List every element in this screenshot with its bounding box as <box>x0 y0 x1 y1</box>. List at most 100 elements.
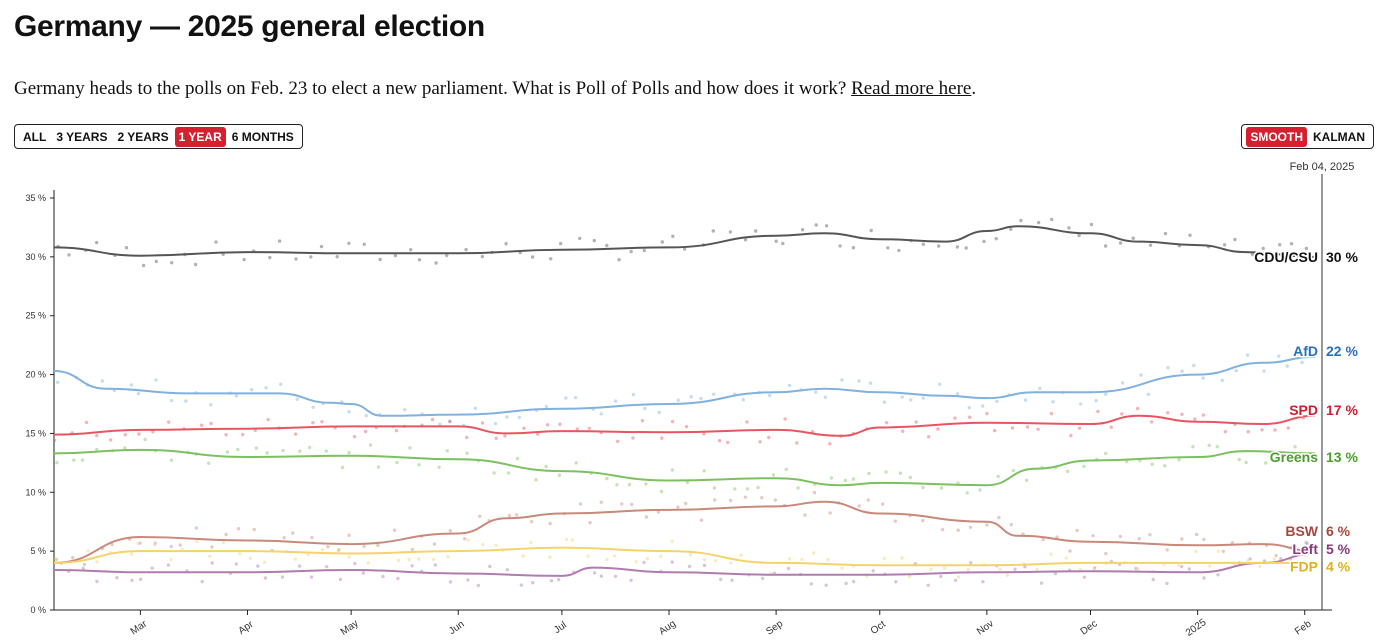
poll-dot <box>1201 376 1205 380</box>
page-subtitle: Germany heads to the polls on Feb. 23 to… <box>14 78 976 100</box>
poll-dot <box>378 257 382 262</box>
poll-dot <box>208 554 212 558</box>
poll-dot <box>768 393 772 398</box>
trend-line-left <box>53 552 1316 577</box>
poll-dot <box>238 552 242 556</box>
poll-dot <box>982 239 986 244</box>
series-label-spd: SPD <box>1289 402 1318 418</box>
x-tick-label: Feb <box>1293 618 1314 637</box>
poll-dot <box>599 412 603 416</box>
poll-dot <box>575 427 579 431</box>
poll-dot <box>796 486 800 490</box>
poll-dot <box>153 543 157 547</box>
poll-dot <box>964 246 968 250</box>
poll-dot <box>1262 369 1266 373</box>
poll-dot <box>1293 445 1297 449</box>
poll-dot <box>981 404 985 408</box>
read-more-link[interactable]: Read more here <box>851 78 972 99</box>
poll-dot <box>578 236 582 241</box>
poll-dot <box>940 527 945 532</box>
range-3-years-button[interactable]: 3 YEARS <box>56 129 108 144</box>
poll-dot <box>431 557 436 561</box>
poll-dot <box>1024 478 1029 482</box>
subtitle-end: . <box>971 78 977 99</box>
poll-dot <box>464 247 468 252</box>
poll-dot <box>1036 220 1041 225</box>
poll-dot <box>72 458 76 462</box>
poll-dot <box>169 398 174 403</box>
poll-dot <box>279 382 283 386</box>
poll-dot <box>605 476 609 481</box>
poll-dot <box>1180 412 1184 416</box>
poll-dot <box>670 539 674 543</box>
range-1-year-button[interactable]: 1 YEAR <box>174 126 226 147</box>
date-cursor: Feb 04, 2025 <box>1290 161 1354 610</box>
poll-dot <box>463 537 467 541</box>
poll-dot <box>676 505 680 509</box>
poll-dot <box>209 421 213 426</box>
poll-dot <box>153 541 157 545</box>
poll-dot <box>786 566 791 571</box>
poll-dot <box>324 449 328 453</box>
poll-dot <box>234 394 239 398</box>
poll-dot <box>129 383 134 387</box>
poll-dot <box>396 558 401 563</box>
range-selector: ALL 3 YEARS 2 YEARS 1 YEAR 6 MONTHS <box>14 124 303 149</box>
poll-dot <box>702 432 706 436</box>
poll-dot <box>1148 243 1153 247</box>
x-tick-label: Jul <box>552 620 569 636</box>
poll-dot <box>809 582 813 586</box>
series-label-greens: Greens <box>1270 449 1318 465</box>
poll-dot <box>953 416 957 420</box>
poll-dot <box>466 538 470 542</box>
poll-dot <box>702 563 707 568</box>
poll-dot <box>643 406 647 411</box>
y-tick-label: 30 % <box>25 252 46 262</box>
poll-dot <box>1233 237 1237 242</box>
poll-dot <box>438 422 442 426</box>
range-6-months-button[interactable]: 6 MONTHS <box>231 129 294 144</box>
poll-dot <box>1023 565 1027 569</box>
range-all-button[interactable]: ALL <box>23 129 47 144</box>
poll-dot <box>210 545 214 549</box>
poll-dot <box>1237 457 1241 462</box>
poll-dot <box>926 583 930 587</box>
poll-dot <box>403 408 407 412</box>
poll-dot <box>544 404 549 409</box>
poll-dot <box>894 580 898 584</box>
poll-dot <box>1011 468 1015 473</box>
poll-dot <box>529 540 533 544</box>
series-label-afd: AfD <box>1293 343 1318 359</box>
poll-dot <box>726 440 730 445</box>
poll-dot <box>1261 246 1265 251</box>
poll-dot <box>1245 353 1250 357</box>
poll-dot <box>1005 573 1010 577</box>
x-tick-label: 2025 <box>1184 617 1209 639</box>
poll-dot <box>559 241 563 246</box>
poll-dot <box>395 460 399 465</box>
poll-dot <box>1139 373 1143 377</box>
poll-dot <box>123 433 128 437</box>
poll-dot <box>52 438 57 442</box>
poll-dot <box>620 502 624 506</box>
poll-dot <box>392 528 397 532</box>
poll-dot <box>95 560 99 564</box>
poll-dot <box>630 502 634 507</box>
poll-chart[interactable]: 0 % 5 % 10 % 15 % 20 % 25 % 30 % 35 % Mar Apr May J… <box>0 150 1382 643</box>
poll-dot <box>985 411 989 416</box>
poll-dot <box>1150 462 1154 466</box>
poll-dot <box>993 428 997 433</box>
poll-dot <box>1278 243 1282 247</box>
kalman-button[interactable]: KALMAN <box>1313 129 1365 144</box>
poll-dot <box>376 543 380 548</box>
poll-dot <box>1304 540 1308 545</box>
range-2-years-button[interactable]: 2 YEARS <box>117 129 169 144</box>
smooth-button[interactable]: SMOOTH <box>1246 126 1307 147</box>
poll-dot <box>136 391 141 396</box>
poll-dot <box>396 576 400 581</box>
poll-dot <box>942 566 947 570</box>
poll-dot <box>868 381 873 385</box>
poll-dot <box>787 383 792 388</box>
poll-dot <box>1013 567 1017 571</box>
poll-dot <box>224 433 228 437</box>
